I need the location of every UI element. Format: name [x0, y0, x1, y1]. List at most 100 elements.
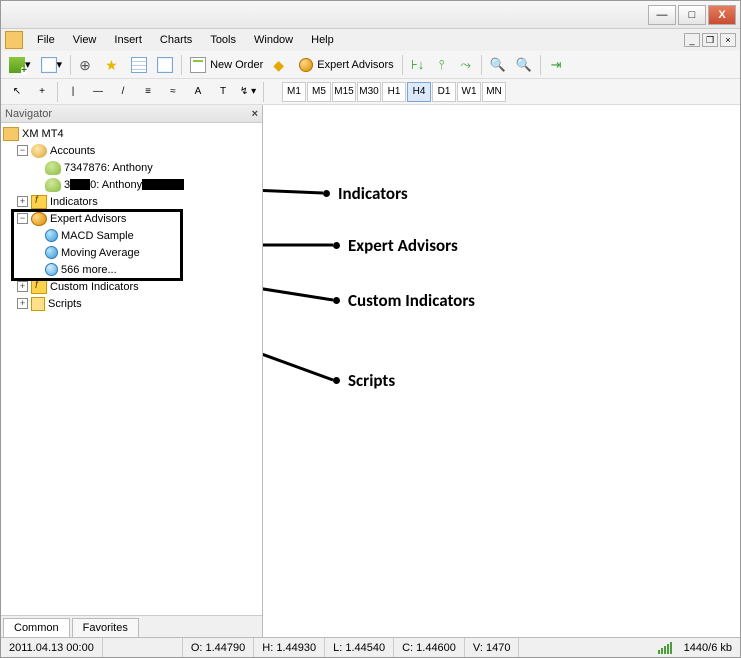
- status-low: L: 1.44540: [325, 638, 394, 657]
- zoom-in-icon: 🔍: [490, 57, 506, 73]
- navigator-button[interactable]: [153, 54, 177, 76]
- callout-ea: Expert Advisors: [333, 235, 458, 256]
- plus-icon: [9, 57, 25, 73]
- account-1-text: 7347876: Anthony: [64, 162, 153, 174]
- menu-charts[interactable]: Charts: [152, 32, 200, 48]
- auto-scroll-button[interactable]: ⇥: [545, 54, 567, 76]
- zoom-in-button[interactable]: 🔍: [486, 54, 510, 76]
- callout-lines: [263, 105, 741, 625]
- mdi-close-button[interactable]: ×: [720, 33, 736, 47]
- account-2-text: 30: Anthony: [64, 179, 184, 191]
- text-tool[interactable]: A: [186, 82, 210, 102]
- nav-icon: [157, 57, 173, 73]
- menu-help[interactable]: Help: [303, 32, 342, 48]
- arrows-tool[interactable]: ↯ ▾: [236, 82, 260, 102]
- tf-m15[interactable]: M15: [332, 82, 356, 102]
- star-icon: ★: [105, 57, 121, 73]
- minimize-button[interactable]: —: [648, 5, 676, 25]
- metaeditor-button[interactable]: ◆: [269, 54, 293, 76]
- tree-account-1[interactable]: 7347876: Anthony: [3, 159, 260, 176]
- app-icon: [5, 31, 23, 49]
- expand-ea[interactable]: −: [17, 213, 28, 224]
- menu-window[interactable]: Window: [246, 32, 301, 48]
- menu-view[interactable]: View: [65, 32, 105, 48]
- status-high: H: 1.44930: [254, 638, 325, 657]
- chart-candle-button[interactable]: ⫯: [431, 54, 453, 76]
- indicators-icon: [31, 195, 47, 209]
- ea-item-2-label: Moving Average: [61, 247, 140, 259]
- navigator-close-button[interactable]: ×: [252, 108, 258, 120]
- tree-expert-advisors[interactable]: − Expert Advisors: [3, 210, 260, 227]
- tf-h1[interactable]: H1: [382, 82, 406, 102]
- expand-custom[interactable]: +: [17, 281, 28, 292]
- mdi-restore-button[interactable]: ❐: [702, 33, 718, 47]
- chart-bar-button[interactable]: ⊦↓: [407, 54, 429, 76]
- scripts-icon: [31, 297, 45, 311]
- menubar: File View Insert Charts Tools Window Hel…: [1, 29, 740, 51]
- mdi-minimize-button[interactable]: _: [684, 33, 700, 47]
- tree-ea-more[interactable]: 566 more...: [3, 261, 260, 278]
- ea-item-icon: [45, 246, 58, 259]
- callout-custom: Custom Indicators: [333, 290, 475, 311]
- tab-common[interactable]: Common: [3, 618, 70, 637]
- navigator-title: Navigator: [5, 108, 52, 120]
- line-chart-icon: ⤳: [460, 57, 470, 73]
- expert-advisors-button[interactable]: Expert Advisors: [295, 54, 397, 76]
- text-label-tool[interactable]: T: [211, 82, 235, 102]
- channel-tool[interactable]: ≡: [136, 82, 160, 102]
- diamond-icon: ◆: [273, 57, 289, 73]
- tf-mn[interactable]: MN: [482, 82, 506, 102]
- menu-insert[interactable]: Insert: [106, 32, 150, 48]
- crosshair-button[interactable]: [75, 54, 99, 76]
- signal-icon: [658, 642, 672, 654]
- tree-ea-item-1[interactable]: MACD Sample: [3, 227, 260, 244]
- sheet-icon: [41, 57, 57, 73]
- fibo-tool[interactable]: ≈: [161, 82, 185, 102]
- expand-accounts[interactable]: −: [17, 145, 28, 156]
- close-button[interactable]: X: [708, 5, 736, 25]
- new-chart-button[interactable]: ▾: [5, 54, 35, 76]
- maximize-button[interactable]: □: [678, 5, 706, 25]
- ea-icon: [299, 58, 313, 72]
- scripts-label: Scripts: [48, 298, 82, 310]
- chart-area: Indicators Expert Advisors Custom Indica…: [263, 105, 740, 637]
- tree-root[interactable]: XM MT4: [3, 125, 260, 142]
- tf-m30[interactable]: M30: [357, 82, 381, 102]
- tf-m1[interactable]: M1: [282, 82, 306, 102]
- candle-chart-icon: ⫯: [439, 57, 445, 73]
- menu-tools[interactable]: Tools: [202, 32, 244, 48]
- indicators-label: Indicators: [50, 196, 98, 208]
- vline-tool[interactable]: |: [61, 82, 85, 102]
- chart-line-button[interactable]: ⤳: [455, 54, 477, 76]
- ea-node-label: Expert Advisors: [50, 213, 126, 225]
- profiles-button[interactable]: ▾: [37, 54, 67, 76]
- status-close: C: 1.44600: [394, 638, 465, 657]
- ea-item-icon: [45, 229, 58, 242]
- tree-scripts[interactable]: + Scripts: [3, 295, 260, 312]
- expand-scripts[interactable]: +: [17, 298, 28, 309]
- tf-d1[interactable]: D1: [432, 82, 456, 102]
- zoom-out-button[interactable]: 🔍: [512, 54, 536, 76]
- menu-file[interactable]: File: [29, 32, 63, 48]
- hline-tool[interactable]: —: [86, 82, 110, 102]
- tab-favorites[interactable]: Favorites: [72, 618, 139, 637]
- tree-accounts[interactable]: − Accounts: [3, 142, 260, 159]
- expand-indicators[interactable]: +: [17, 196, 28, 207]
- cursor-tool[interactable]: ↖: [5, 82, 29, 102]
- root-icon: [3, 127, 19, 141]
- market-watch-button[interactable]: ★: [101, 54, 125, 76]
- data-window-button[interactable]: [127, 54, 151, 76]
- crosshair-tool[interactable]: +: [30, 82, 54, 102]
- doc-icon: [190, 57, 206, 73]
- tree-custom-indicators[interactable]: + Custom Indicators: [3, 278, 260, 295]
- tf-h4[interactable]: H4: [407, 82, 431, 102]
- tf-w1[interactable]: W1: [457, 82, 481, 102]
- tree-indicators[interactable]: + Indicators: [3, 193, 260, 210]
- new-order-button[interactable]: New Order: [186, 54, 267, 76]
- status-connection: 1440/6 kb: [650, 638, 740, 657]
- root-label: XM MT4: [22, 128, 64, 140]
- tree-account-2[interactable]: 30: Anthony: [3, 176, 260, 193]
- tree-ea-item-2[interactable]: Moving Average: [3, 244, 260, 261]
- trendline-tool[interactable]: /: [111, 82, 135, 102]
- tf-m5[interactable]: M5: [307, 82, 331, 102]
